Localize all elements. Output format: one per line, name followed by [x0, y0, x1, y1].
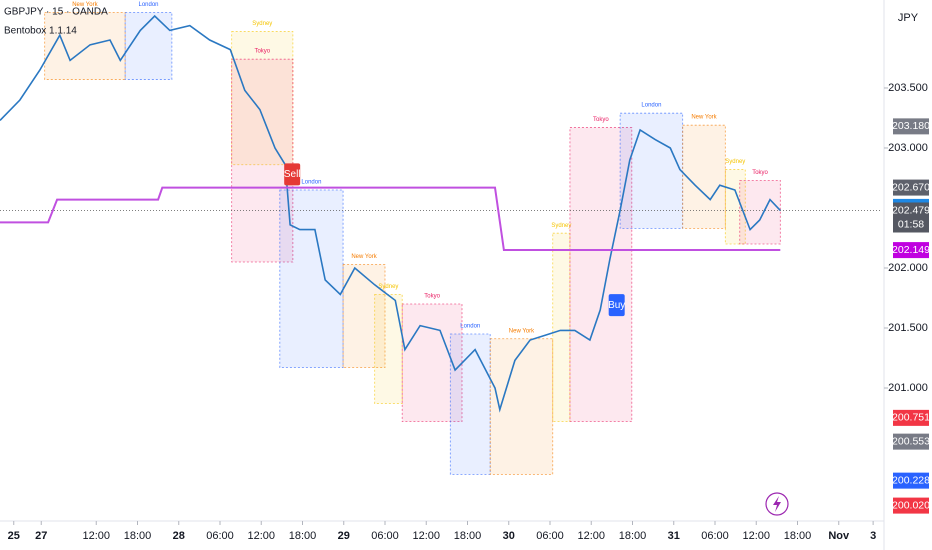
x-tick-label: 12:00: [742, 530, 770, 542]
price-label-box: [893, 179, 929, 196]
price-label: 200.553: [892, 435, 930, 447]
x-tick-label: 06:00: [536, 530, 564, 542]
price-label-box: [893, 497, 929, 514]
x-tick-label: Nov: [828, 530, 850, 542]
session-label: Tokyo: [254, 49, 270, 55]
x-tick-label: 06:00: [206, 530, 234, 542]
session-label: London: [138, 2, 158, 8]
x-tick-label: 12:00: [412, 530, 440, 542]
session-label: New York: [509, 328, 535, 334]
session-label: New York: [691, 115, 717, 121]
y-tick-label: 201.500: [888, 322, 928, 334]
session-box: [569, 127, 633, 422]
symbol: GBPJPY · 15 · OANDA: [4, 7, 108, 18]
signal-label: Sell: [284, 169, 301, 180]
price-label: 200.228: [892, 474, 930, 486]
price-label-box: [893, 433, 929, 450]
price-label: 200.020: [892, 499, 930, 511]
session-label: London: [460, 324, 480, 330]
x-tick-label: 27: [35, 530, 47, 542]
x-tick-label: 18:00: [784, 530, 812, 542]
session-box: [124, 11, 173, 80]
session-label: New York: [72, 2, 98, 8]
x-tick-label: 18:00: [619, 530, 647, 542]
session-label: Sydney: [725, 159, 745, 165]
signal-marker: [284, 163, 301, 186]
price-label-box: [893, 472, 929, 489]
x-tick-label: 28: [173, 530, 185, 542]
y-tick-label: 203.500: [888, 82, 928, 94]
x-tick-label: 18:00: [454, 530, 482, 542]
price-label-box: [893, 202, 929, 233]
price-label: 202.149: [892, 244, 930, 256]
x-tick-label: 31: [668, 530, 680, 542]
x-tick-label: 06:00: [371, 530, 399, 542]
x-tick-label: 12:00: [82, 530, 110, 542]
x-tick-label: 25: [8, 530, 20, 542]
x-tick-label: 3: [870, 530, 876, 542]
currency: JPY: [898, 12, 919, 24]
x-tick-label: 12:00: [577, 530, 605, 542]
session-box: [449, 333, 491, 475]
session-box: [231, 31, 294, 166]
session-label: Tokyo: [593, 117, 609, 123]
price-label-box: [893, 242, 929, 259]
session-label: Sydney: [551, 223, 571, 229]
plot: New York London Sydney Tokyo London New York S…: [0, 2, 880, 475]
series-line: [0, 14, 781, 413]
signal-marker: [608, 294, 625, 317]
x-tick-label: 12:00: [247, 530, 275, 542]
x-tick-label: 29: [338, 530, 350, 542]
session-label: Tokyo: [752, 170, 768, 176]
price-label-box: [893, 118, 929, 135]
x-tick-label: 06:00: [701, 530, 729, 542]
session-label: London: [301, 180, 321, 186]
session-box: [739, 179, 781, 245]
y-tick-label: 202.000: [888, 262, 928, 274]
lightning-icon[interactable]: [765, 492, 789, 516]
session-label: Sydney: [252, 21, 272, 27]
price-label: 200.751: [892, 412, 930, 424]
session-box: [619, 112, 684, 229]
signal-label: Buy: [608, 300, 625, 311]
price-label: 202.479: [892, 204, 930, 216]
x-tick-label: 18:00: [289, 530, 317, 542]
session-label: Tokyo: [424, 294, 440, 300]
price-label: 203.180: [892, 120, 930, 132]
session-label: Sydney: [378, 284, 398, 290]
session-label: New York: [351, 254, 377, 260]
price-label: 202.670: [892, 181, 930, 193]
x-tick-label: 18:00: [124, 530, 152, 542]
y-tick-label: 201.000: [888, 382, 928, 394]
indicator: Bentobox 1.1.14: [4, 26, 77, 37]
session-box: [552, 232, 571, 422]
session-box: [342, 263, 386, 368]
series-line: [0, 186, 781, 251]
countdown: 01:58: [898, 218, 924, 230]
session-box: [682, 124, 726, 229]
session-label: London: [641, 103, 661, 109]
x-tick-label: 30: [503, 530, 515, 542]
y-tick-label: 203.000: [888, 142, 928, 154]
session-box: [44, 11, 126, 80]
price-label-box: [893, 409, 929, 426]
